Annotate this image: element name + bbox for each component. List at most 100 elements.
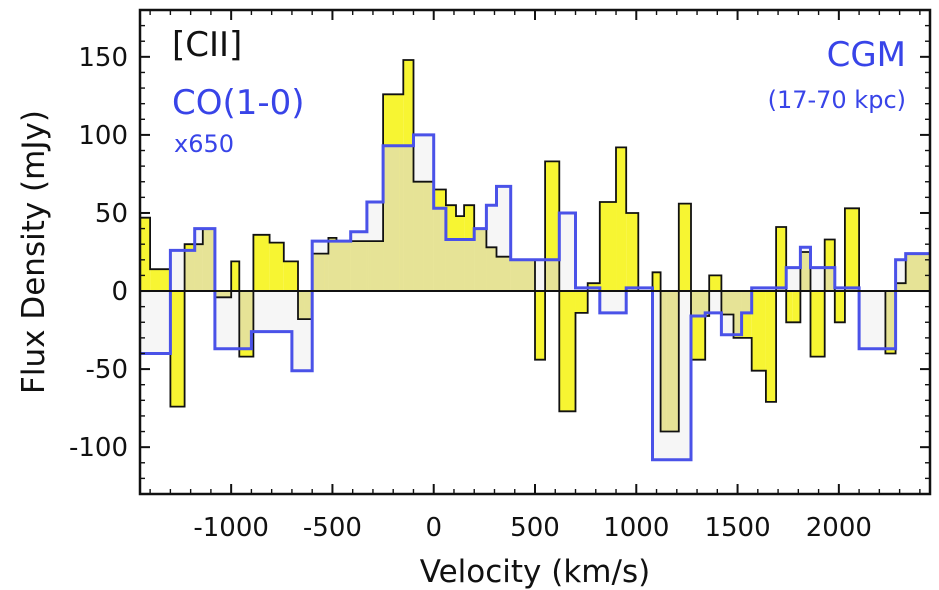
cii-bin	[626, 212, 639, 292]
x-tick-label: 1000	[603, 513, 669, 543]
co-bin	[709, 291, 722, 313]
overlap-bin	[304, 291, 313, 320]
y-tick-label: 0	[111, 277, 128, 307]
co-bin	[273, 291, 292, 332]
y-tick-label: -100	[69, 433, 128, 463]
co-bin	[140, 291, 151, 354]
overlap-bin	[423, 181, 434, 292]
cii-bin	[741, 291, 752, 338]
overlap-bin	[336, 241, 351, 292]
x-tick-label: 0	[425, 513, 442, 543]
overlap-bin	[312, 253, 325, 292]
cii-bin	[678, 203, 691, 292]
co-bin	[150, 291, 171, 354]
overlap-bin	[328, 241, 337, 292]
overlap-bin	[895, 283, 906, 292]
overlap-bin	[741, 291, 752, 313]
overlap-bin	[545, 259, 560, 292]
co-bin	[834, 287, 845, 292]
cii-bin	[535, 291, 546, 360]
overlap-bin	[486, 247, 497, 292]
overlap-bin	[824, 267, 835, 292]
co-bin	[792, 267, 801, 292]
overlap-bin	[510, 259, 535, 292]
overlap-bin	[885, 291, 896, 349]
cii-bin	[652, 272, 661, 292]
overlap-bin	[403, 145, 414, 292]
overlap-bin	[368, 241, 371, 292]
co-bin	[616, 291, 627, 313]
overlap-bin	[705, 291, 710, 313]
co-bin	[895, 259, 906, 292]
cii-bin	[599, 202, 617, 292]
overlap-bin	[626, 287, 639, 292]
overlap-bin	[372, 241, 384, 292]
overlap-bin	[445, 239, 456, 292]
co-bin	[765, 287, 777, 292]
co-bin	[652, 291, 661, 460]
overlap-bin	[251, 291, 254, 332]
overlap-bin	[202, 228, 215, 292]
cii-bin	[810, 291, 825, 357]
cii-bin	[751, 291, 766, 371]
overlap-bin	[690, 291, 706, 317]
legend-co-label: CO(1-0)	[172, 83, 305, 123]
co-bin	[535, 259, 546, 292]
cii-bin	[575, 291, 588, 313]
co-bin	[304, 291, 313, 371]
overlap-bin	[194, 244, 203, 292]
x-tick-label: 500	[510, 513, 560, 543]
cii-bin	[559, 291, 576, 412]
overlap-bin	[800, 252, 811, 292]
co-bin	[859, 291, 886, 349]
cii-bin	[765, 291, 777, 402]
x-tick-label: -500	[303, 513, 362, 543]
cii-bin	[776, 227, 787, 292]
overlap-bin	[239, 291, 252, 349]
x-tick-label: -1000	[193, 513, 269, 543]
y-tick-label: -50	[86, 355, 128, 385]
overlap-bin	[464, 239, 475, 292]
co-bin	[214, 291, 232, 349]
overlap-bin	[370, 241, 373, 292]
y-tick-label: 100	[78, 121, 128, 151]
plot-frame	[138, 8, 932, 496]
cii-bin	[140, 217, 151, 292]
overlap-bin	[184, 250, 195, 292]
overlap-bin	[844, 287, 860, 292]
cii-bin	[616, 147, 627, 292]
co-bin	[575, 287, 588, 292]
co-bin	[638, 287, 653, 292]
overlap-bin	[776, 287, 787, 292]
overlap-bin	[721, 291, 734, 315]
legend-cii-label: [CII]	[172, 25, 242, 65]
co-bin	[810, 267, 825, 292]
overlap-bin	[474, 228, 487, 292]
legend-cgm-label: CGM	[827, 35, 906, 75]
overlap-bin	[660, 291, 667, 432]
overlap-bin	[413, 181, 424, 292]
legend-co-scale: x650	[174, 130, 234, 158]
overlap-bin	[433, 208, 446, 292]
y-axis-title: Flux Density (mJy)	[16, 110, 52, 394]
legend-cgm-range: (17-70 kpc)	[768, 86, 906, 114]
cii-bin	[269, 242, 284, 292]
cii-bin	[834, 291, 845, 323]
overlap-bin	[733, 291, 742, 335]
y-tick-label: 150	[78, 43, 128, 73]
cii-bin	[231, 261, 240, 292]
overlap-bin	[383, 145, 400, 292]
overlap-bin	[496, 256, 511, 292]
overlap-bin	[324, 253, 329, 292]
overlap-bin	[298, 291, 305, 320]
cii-bin	[170, 291, 185, 407]
overlap-bin	[399, 145, 404, 292]
cii-step-line	[140, 59, 930, 433]
cii-bin	[253, 234, 270, 292]
x-axis-title: Velocity (km/s)	[420, 554, 650, 590]
cii-bin	[709, 275, 722, 292]
cii-bin	[792, 291, 801, 323]
overlap-bin	[666, 291, 679, 432]
cii-bin	[786, 291, 793, 323]
